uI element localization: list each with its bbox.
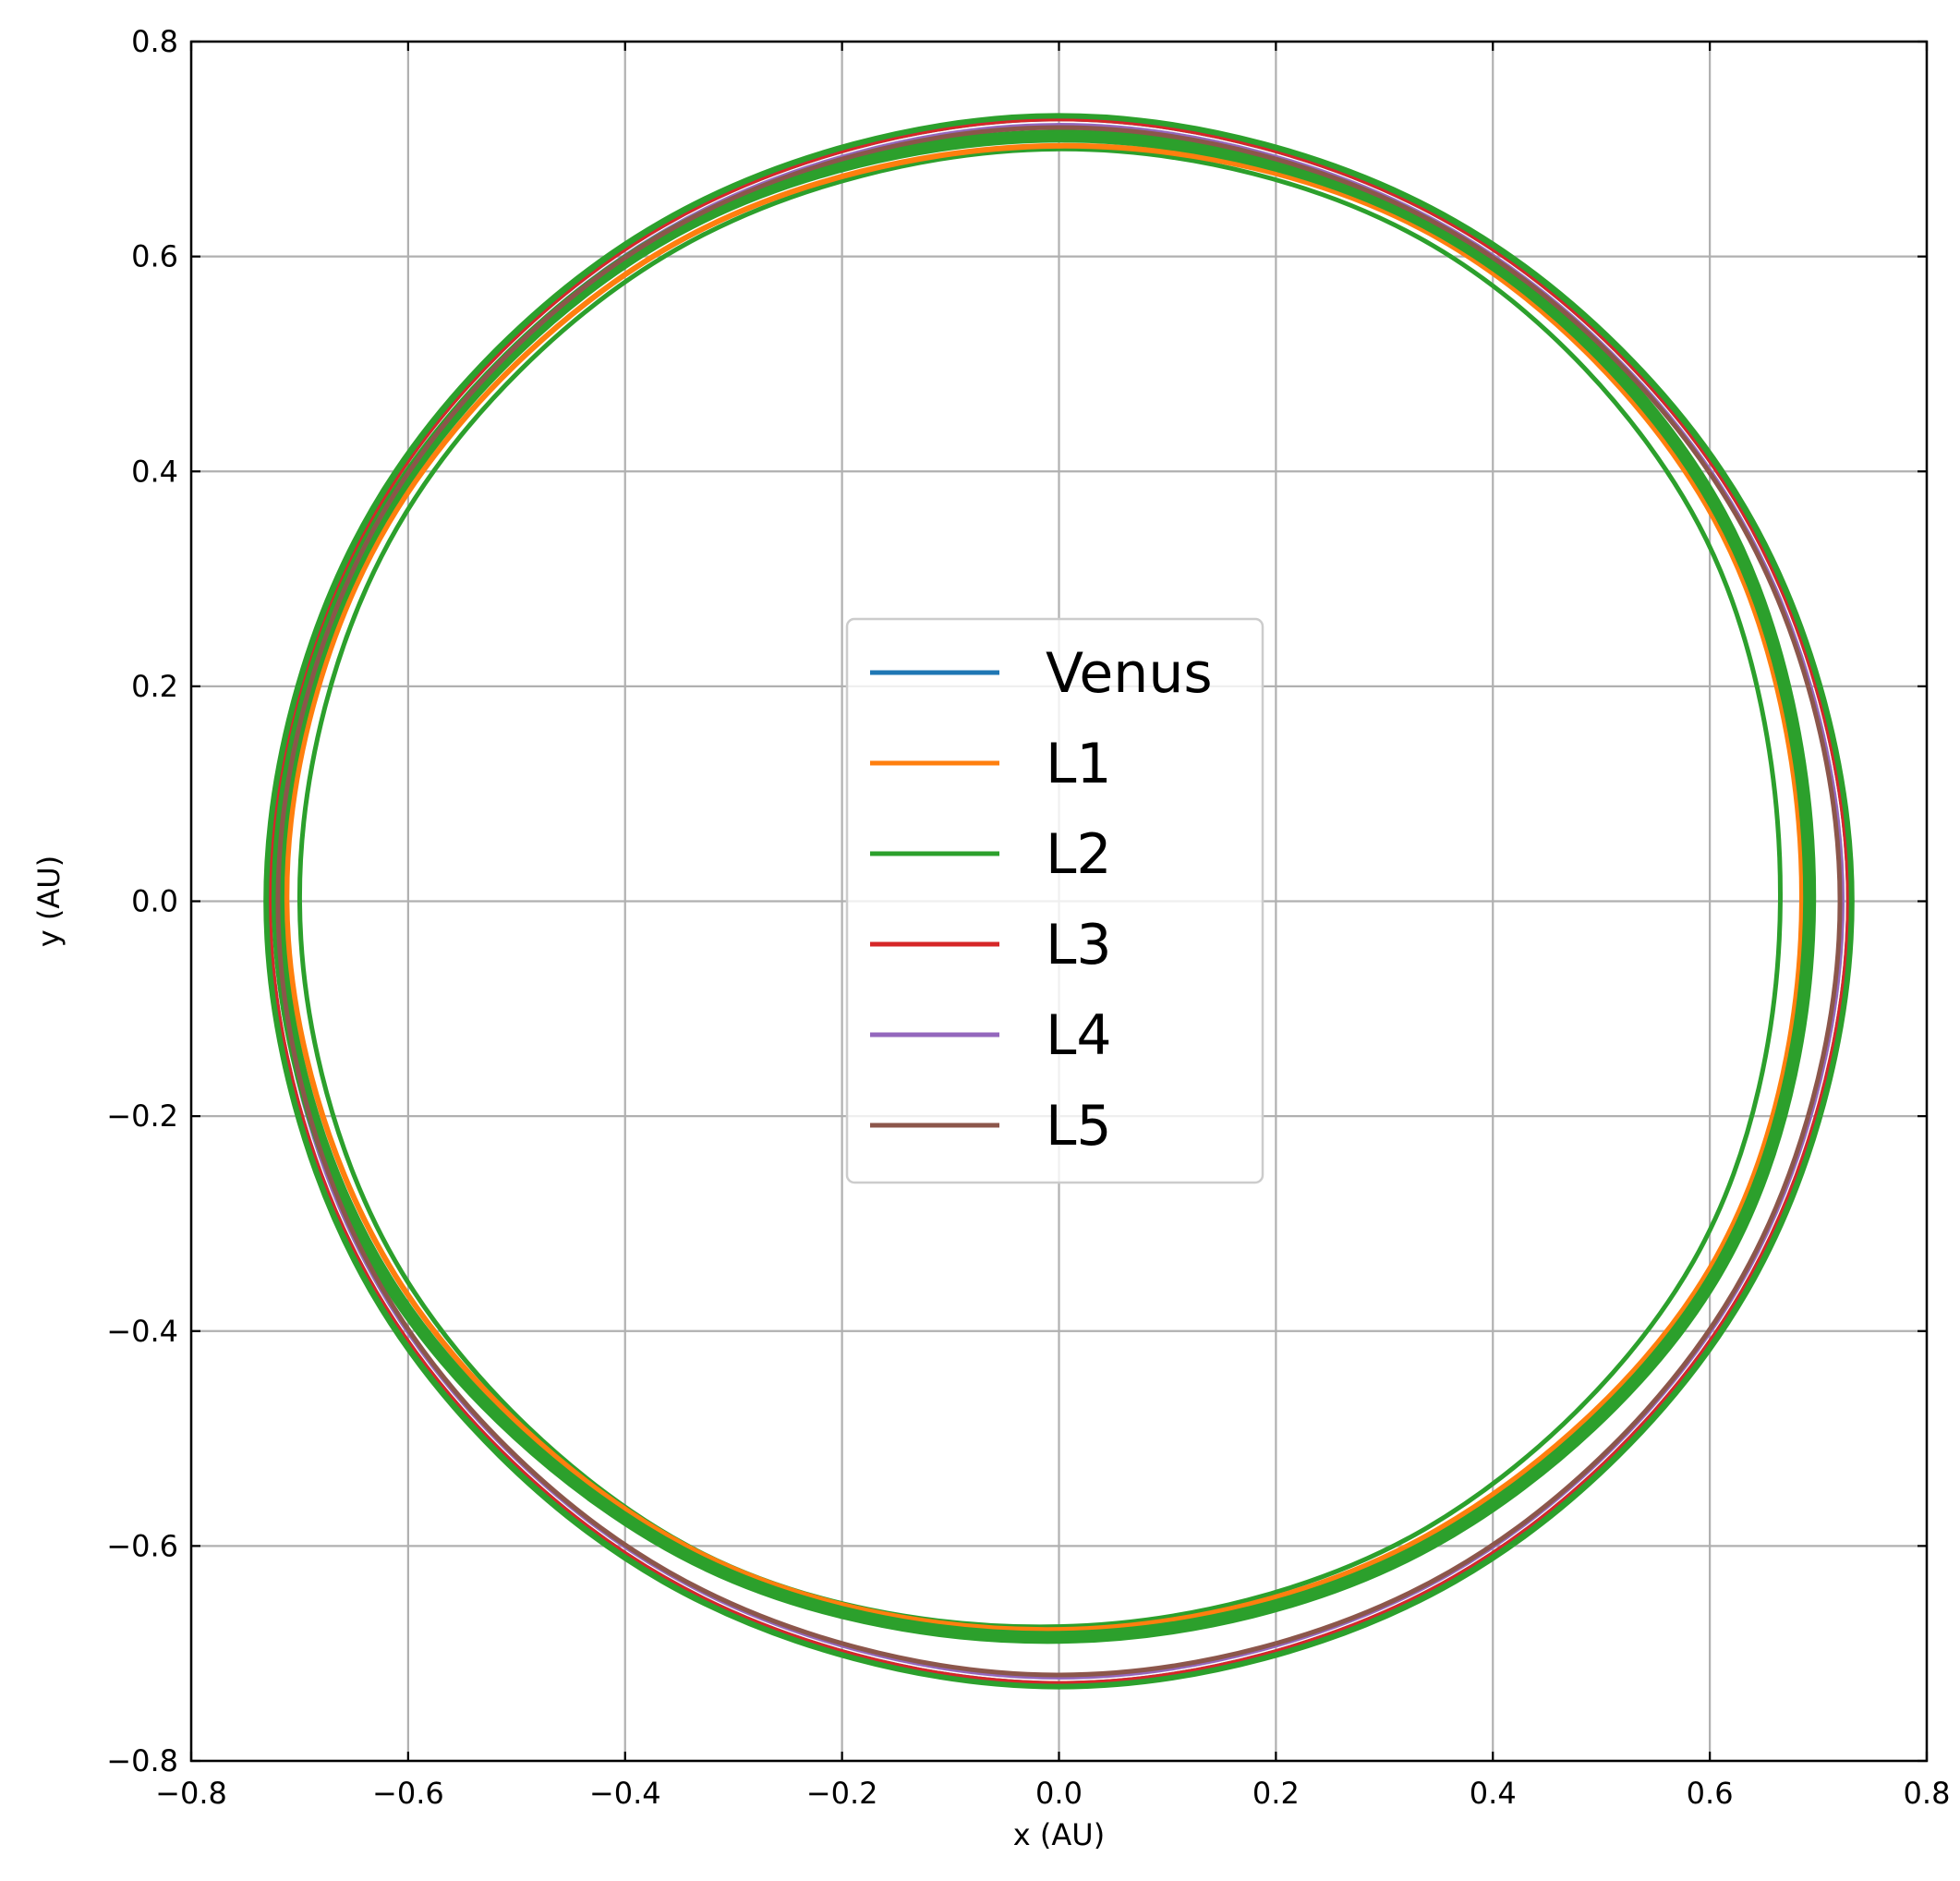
legend-label-l4: L4: [1046, 1003, 1112, 1068]
legend-label-venus: Venus: [1046, 641, 1213, 706]
y-tick-label: 0.4: [131, 454, 178, 489]
y-tick-label: 0.6: [131, 239, 178, 274]
y-tick-label: 0.0: [131, 884, 178, 919]
y-tick-label: −0.8: [106, 1743, 178, 1778]
y-axis-label: y (AU): [31, 856, 67, 947]
y-tick-label: −0.6: [106, 1528, 178, 1563]
series-l5-line: [275, 125, 1843, 1678]
x-tick-label: −0.8: [155, 1776, 227, 1811]
y-tick-label: −0.4: [106, 1314, 178, 1349]
series-layer: [263, 113, 1855, 1690]
x-tick-label: 0.6: [1687, 1776, 1734, 1811]
y-tick-label: −0.2: [106, 1098, 178, 1134]
x-tick-label: −0.2: [806, 1776, 878, 1811]
legend-label-l3: L3: [1046, 913, 1112, 977]
y-tick-label: 0.2: [131, 669, 178, 704]
x-tick-label: 0.8: [1904, 1776, 1951, 1811]
legend-label-l2: L2: [1046, 822, 1112, 887]
x-tick-label: 0.2: [1252, 1776, 1300, 1811]
x-tick-label: 0.0: [1035, 1776, 1083, 1811]
series-l1-line: [284, 142, 1805, 1633]
legend-box: [845, 617, 1264, 1184]
series-l3-line: [269, 118, 1849, 1684]
ticks: −0.8 −0.6 −0.4 −0.2 0.0 0.2 0.4 0.6 0.8 −0.8 −0.6 −…: [106, 24, 1950, 1811]
x-tick-label: 0.4: [1470, 1776, 1517, 1811]
series-l2-orbit-line: [263, 113, 1855, 1690]
series-l2-orbit-line: [296, 146, 1783, 1630]
legend-label-l1: L1: [1046, 732, 1112, 796]
y-tick-label: 0.8: [131, 24, 178, 59]
x-tick-label: −0.4: [589, 1776, 661, 1811]
legend-label-l5: L5: [1046, 1094, 1112, 1159]
grid: [189, 40, 1929, 1763]
x-axis-label: x (AU): [1013, 1817, 1105, 1852]
x-tick-label: −0.6: [372, 1776, 444, 1811]
legend: Venus L1 L2 L3 L4 L5: [845, 617, 1264, 1184]
